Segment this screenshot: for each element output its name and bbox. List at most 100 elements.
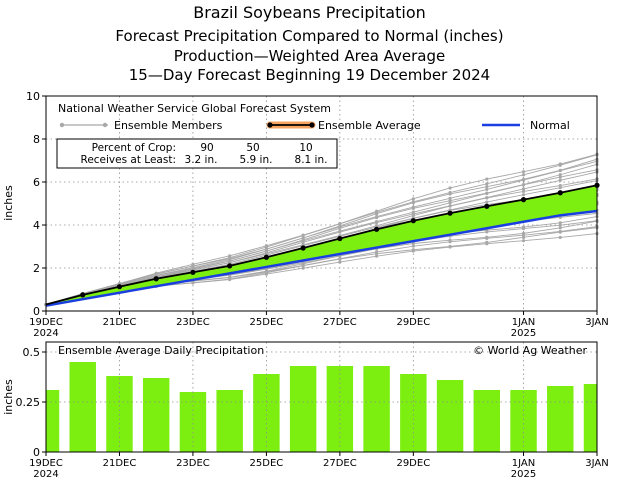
chart-subtitle-period: 15—Day Forecast Beginning 19 December 20…	[128, 66, 491, 84]
bottom-x-tick-label: 29DEC	[396, 458, 430, 469]
ensemble-average-point	[153, 276, 159, 282]
ensemble-member-point	[411, 205, 415, 209]
ensemble-member-line	[45, 227, 598, 305]
top-x-tick-label: 27DEC	[323, 317, 357, 328]
ensemble-member-point	[301, 236, 305, 240]
ensemble-average-points	[80, 182, 600, 298]
ensemble-member-point	[558, 173, 562, 177]
crop-table-box	[56, 138, 338, 169]
ensemble-member-point	[411, 200, 415, 204]
bottom-x-tick-label: 21DEC	[103, 458, 137, 469]
top-y-tick-label: 8	[33, 133, 40, 146]
ensemble-average-point	[484, 203, 490, 209]
ensemble-average-point	[227, 263, 233, 269]
ensemble-member-point	[411, 248, 415, 252]
ensemble-average-point	[520, 197, 527, 203]
ensemble-member-point	[228, 254, 232, 258]
ensemble-member-point	[448, 196, 452, 200]
ensemble-member-point	[338, 222, 342, 226]
ensemble-member-point	[338, 260, 342, 264]
ensemble-member-point	[485, 185, 489, 189]
bottom-y-axis-label: inches	[2, 379, 15, 415]
bottom-y-tick-label: 0	[33, 446, 40, 459]
ensemble-member-point	[558, 235, 562, 240]
ensemble-member-point	[521, 182, 526, 187]
bottom-x-tick-year: 2025	[511, 469, 536, 480]
top-x-tick-label: 25DEC	[250, 317, 284, 328]
top-x-tick-label: 1JAN	[512, 317, 535, 328]
crop-table-amount-50: 5.9 in.	[240, 154, 273, 166]
bottom-grid	[46, 342, 597, 452]
precip-bar	[363, 366, 390, 452]
ensemble-member-point	[521, 235, 526, 239]
top-plot-frame	[45, 95, 598, 312]
precip-bar	[400, 374, 427, 452]
ensemble-member-point	[485, 182, 489, 186]
legend-members-label: Ensemble Members	[114, 119, 223, 132]
ensemble-member-point	[558, 175, 562, 179]
ensemble-member-point	[301, 266, 305, 270]
ensemble-member-point	[521, 225, 526, 229]
ensemble-member-point	[521, 239, 526, 243]
ensemble-member-point	[411, 210, 415, 214]
ensemble-member-point	[521, 173, 526, 177]
crop-table-percent-50: 50	[246, 142, 259, 154]
ensemble-member-point	[558, 168, 562, 172]
top-x-tick-year: 2025	[511, 328, 536, 339]
ensemble-member-point	[375, 250, 379, 254]
ensemble-member-point	[485, 187, 489, 191]
crop-table-percent-label: Percent of Crop:	[92, 142, 176, 154]
ensemble-member-point	[558, 178, 562, 182]
crop-table-amount-90: 3.2 in.	[185, 154, 218, 166]
bottom-x-tick-label: 1JAN	[512, 458, 535, 469]
ensemble-member-point	[375, 224, 379, 228]
ensemble-member-point	[521, 170, 526, 174]
top-x-tick-label: 23DEC	[176, 317, 210, 328]
top-y-tick-label: 10	[26, 90, 40, 103]
ensemble-average-point	[410, 218, 416, 224]
bottom-y-tick-label: 0.25	[16, 396, 41, 409]
top-y-tick-label: 6	[33, 176, 40, 189]
ensemble-average-point	[374, 226, 380, 232]
precip-bar	[253, 374, 280, 452]
legend-normal-label: Normal	[530, 119, 570, 132]
precip-bar	[69, 362, 96, 452]
ensemble-member-point	[448, 244, 452, 249]
ensemble-member-line	[45, 160, 598, 305]
ensemble-member-point	[375, 254, 379, 258]
ensemble-member-point	[521, 187, 526, 191]
precip-bar	[46, 390, 60, 452]
legend-average-swatch	[266, 121, 316, 129]
top-x-tick-label: 21DEC	[103, 317, 137, 328]
ensemble-member-point	[448, 186, 452, 190]
ensemble-member-point	[448, 190, 452, 195]
top-y-tick-label: 2	[33, 262, 40, 275]
top-x-tick-label: 19DEC	[29, 317, 63, 328]
bar-panel-label: Ensemble Average Daily Precipitation	[58, 344, 264, 357]
top-x-tick-year: 2024	[33, 328, 58, 339]
ensemble-average-point	[116, 284, 123, 290]
top-y-tick-label: 0	[33, 305, 40, 318]
top-x-tick-label: 3JAN	[585, 317, 608, 328]
bottom-x-tick-label: 27DEC	[323, 458, 357, 469]
chart-subtitle-weighting: Production—Weighted Area Average	[173, 47, 446, 65]
top-y-axis: 0 2 4 6 8 10	[26, 90, 46, 318]
ensemble-average-point	[190, 269, 196, 275]
bottom-y-tick-label: 0.5	[23, 346, 41, 359]
ensemble-member-point	[338, 257, 342, 261]
legend-system: National Weather Service Global Forecast…	[58, 102, 331, 115]
precip-bar	[583, 384, 597, 452]
ensemble-member-point	[485, 240, 489, 244]
bottom-x-tick-label: 23DEC	[176, 458, 210, 469]
precip-bar	[547, 386, 574, 452]
ensemble-member-point	[485, 200, 489, 204]
ensemble-average-point	[337, 235, 343, 242]
chart-subtitle: Forecast Precipitation Compared to Norma…	[115, 27, 504, 45]
ensemble-member-point	[301, 233, 305, 237]
ensemble-member-point	[448, 204, 452, 208]
ensemble-member-point	[521, 189, 526, 193]
ensemble-member-point	[191, 262, 195, 266]
crop-table-percent-10: 10	[299, 142, 312, 154]
